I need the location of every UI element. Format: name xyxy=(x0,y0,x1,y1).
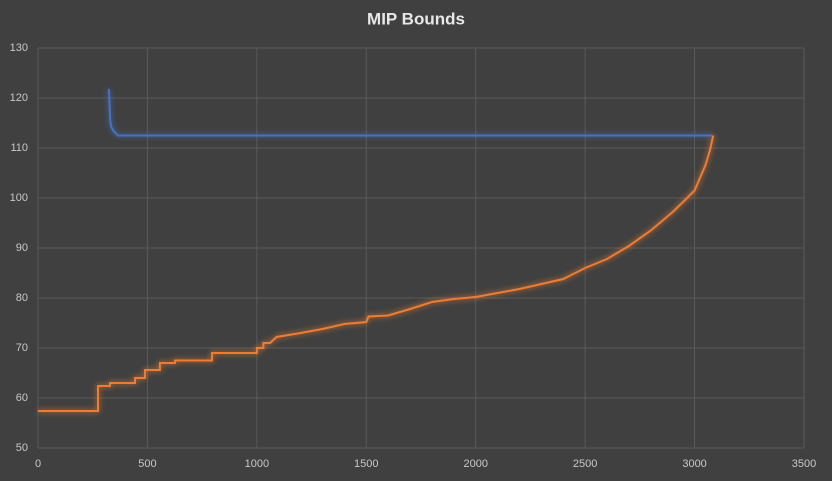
x-tick-label: 1000 xyxy=(245,458,269,470)
series-line xyxy=(107,88,712,137)
y-tick-label: 100 xyxy=(10,192,28,204)
x-tick-label: 500 xyxy=(138,458,156,470)
y-tick-label: 50 xyxy=(16,442,28,454)
chart-title: MIP Bounds xyxy=(367,9,465,28)
y-tick-label: 70 xyxy=(16,342,28,354)
series-line xyxy=(38,135,715,412)
x-tick-label: 2500 xyxy=(573,458,597,470)
y-tick-label: 120 xyxy=(10,92,28,104)
y-tick-label: 110 xyxy=(10,142,28,154)
y-tick-label: 130 xyxy=(10,42,28,54)
x-tick-label: 3000 xyxy=(682,458,706,470)
y-tick-label: 90 xyxy=(16,242,28,254)
y-tick-label: 60 xyxy=(16,392,28,404)
y-tick-label: 80 xyxy=(16,292,28,304)
x-tick-label: 1500 xyxy=(354,458,378,470)
x-tick-label: 2000 xyxy=(463,458,487,470)
x-tick-label: 0 xyxy=(35,458,41,470)
x-tick-label: 3500 xyxy=(792,458,816,470)
